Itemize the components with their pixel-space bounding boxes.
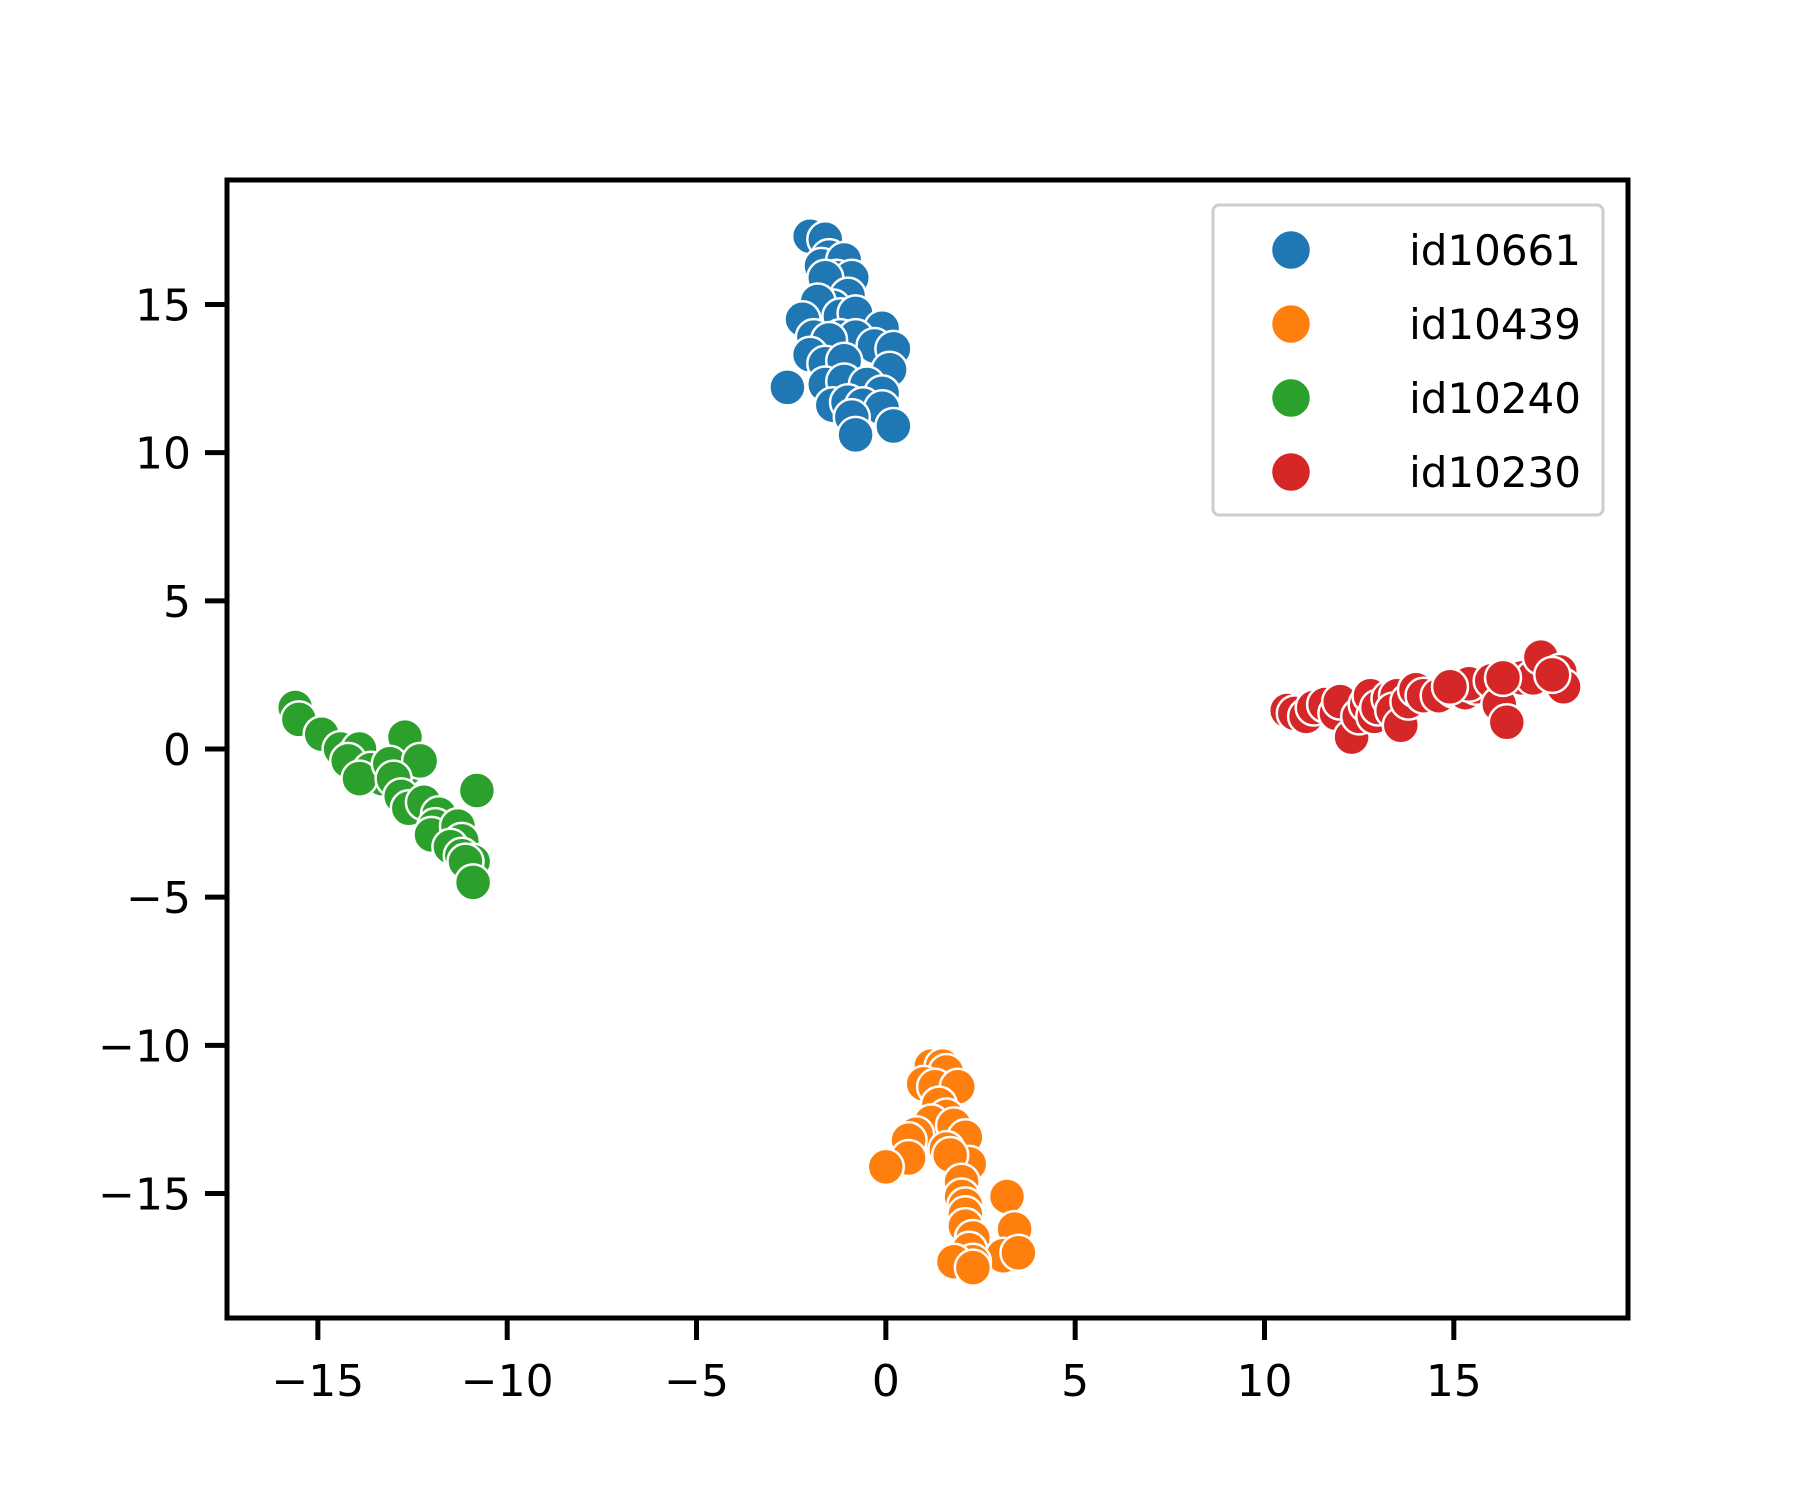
point-id10240-28 [453, 863, 493, 902]
points-layer [275, 217, 1583, 1287]
legend-frame [1211, 203, 1605, 517]
y-tick-label: −5 [126, 873, 191, 924]
point-id10661-37 [836, 415, 875, 455]
series-id10439 [866, 1046, 1038, 1287]
point-id10439-28 [999, 1233, 1038, 1273]
x-tick-label: −10 [461, 1356, 554, 1407]
legend-label-id10230: id10230 [1409, 448, 1581, 497]
point-id10661-36 [874, 406, 913, 446]
legend-label-id10439: id10439 [1409, 300, 1581, 349]
x-axis-ticks: −15 −10 −5 0 5 10 15 [271, 1318, 1482, 1407]
legend-marker-id10230 [1269, 450, 1313, 494]
point-id10439-16 [866, 1147, 906, 1187]
y-tick-label: 10 [135, 429, 191, 480]
y-tick-label: 5 [163, 577, 191, 628]
point-id10439-20 [987, 1177, 1027, 1216]
x-tick-label: 0 [872, 1356, 900, 1407]
point-id10240-14 [400, 741, 440, 781]
point-id10230-35 [1430, 667, 1470, 707]
y-tick-label: −15 [98, 1170, 191, 1221]
x-tick-label: 15 [1426, 1356, 1482, 1407]
point-id10439-31 [953, 1248, 993, 1287]
point-id10661-29 [768, 368, 807, 407]
legend-label-id10240: id10240 [1409, 374, 1581, 423]
series-id10240 [275, 688, 497, 902]
legend: id10661 id10439 id10240 id10230 [1211, 203, 1605, 517]
y-tick-label: 15 [135, 280, 191, 331]
legend-label-id10661: id10661 [1409, 226, 1581, 275]
y-tick-label: −10 [98, 1021, 191, 1072]
series-id10230 [1267, 637, 1583, 757]
x-tick-label: 5 [1061, 1356, 1089, 1407]
series-id10661 [768, 217, 913, 455]
y-tick-label: 0 [163, 725, 191, 776]
point-id10230-27 [1487, 703, 1527, 742]
point-id10230-33 [1533, 655, 1572, 695]
x-tick-label: −5 [664, 1356, 729, 1407]
legend-marker-id10439 [1269, 302, 1313, 346]
y-axis-ticks: −15 −10 −5 0 5 10 15 [98, 280, 227, 1221]
point-id10230-34 [1483, 658, 1523, 698]
legend-marker-id10240 [1269, 376, 1313, 420]
x-tick-label: −15 [271, 1356, 364, 1407]
legend-marker-id10661 [1269, 228, 1313, 272]
x-tick-label: 10 [1236, 1356, 1292, 1407]
point-id10240-29 [457, 771, 497, 810]
